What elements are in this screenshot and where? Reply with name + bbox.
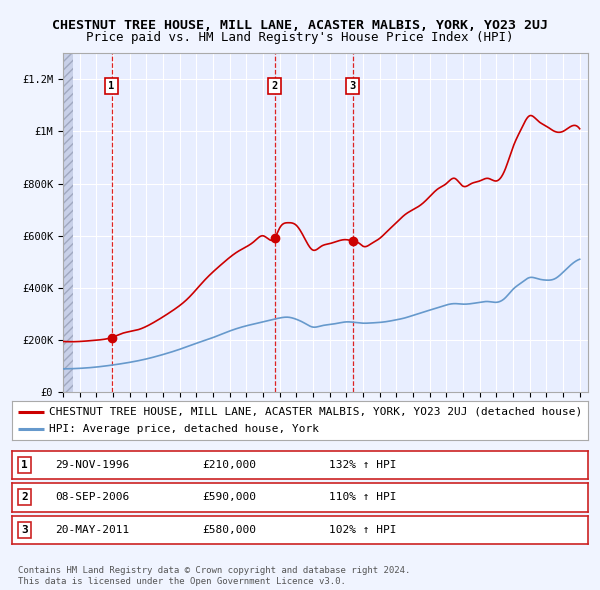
Text: 3: 3 <box>350 81 356 91</box>
Text: 2: 2 <box>21 493 28 502</box>
Text: Contains HM Land Registry data © Crown copyright and database right 2024.: Contains HM Land Registry data © Crown c… <box>18 566 410 575</box>
Text: £590,000: £590,000 <box>202 493 256 502</box>
Text: 1: 1 <box>109 81 115 91</box>
Text: 3: 3 <box>21 525 28 535</box>
Text: Price paid vs. HM Land Registry's House Price Index (HPI): Price paid vs. HM Land Registry's House … <box>86 31 514 44</box>
Text: £210,000: £210,000 <box>202 460 256 470</box>
Text: HPI: Average price, detached house, York: HPI: Average price, detached house, York <box>49 424 319 434</box>
Text: £580,000: £580,000 <box>202 525 256 535</box>
Text: 132% ↑ HPI: 132% ↑ HPI <box>329 460 397 470</box>
Text: 2: 2 <box>271 81 278 91</box>
Text: 29-NOV-1996: 29-NOV-1996 <box>55 460 130 470</box>
Text: 20-MAY-2011: 20-MAY-2011 <box>55 525 130 535</box>
Text: CHESTNUT TREE HOUSE, MILL LANE, ACASTER MALBIS, YORK, YO23 2UJ: CHESTNUT TREE HOUSE, MILL LANE, ACASTER … <box>52 19 548 32</box>
Text: 110% ↑ HPI: 110% ↑ HPI <box>329 493 397 502</box>
Text: 08-SEP-2006: 08-SEP-2006 <box>55 493 130 502</box>
Text: 102% ↑ HPI: 102% ↑ HPI <box>329 525 397 535</box>
Text: 1: 1 <box>21 460 28 470</box>
Text: CHESTNUT TREE HOUSE, MILL LANE, ACASTER MALBIS, YORK, YO23 2UJ (detached house): CHESTNUT TREE HOUSE, MILL LANE, ACASTER … <box>49 407 583 417</box>
Text: This data is licensed under the Open Government Licence v3.0.: This data is licensed under the Open Gov… <box>18 577 346 586</box>
